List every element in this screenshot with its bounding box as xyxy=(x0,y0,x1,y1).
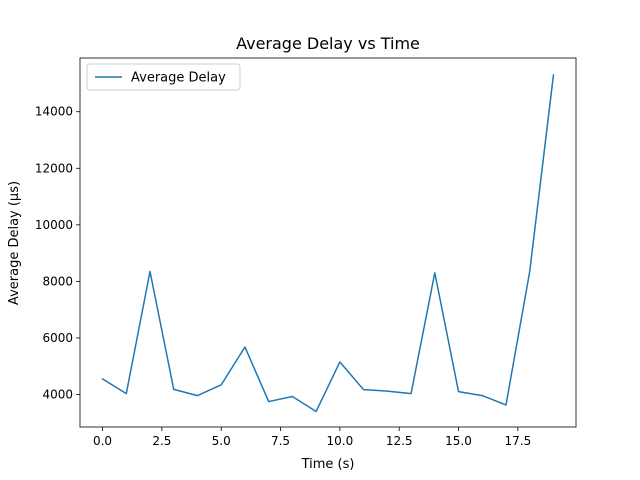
axes-frame xyxy=(79,57,577,428)
x-tick-label: 10.0 xyxy=(327,434,354,448)
x-tick-label: 2.5 xyxy=(152,434,171,448)
y-tick-label: 10000 xyxy=(35,218,73,232)
legend-box xyxy=(86,63,241,91)
y-axis-label: Average Delay (µs) xyxy=(7,181,22,305)
x-tick-label: 12.5 xyxy=(386,434,413,448)
chart-title: Average Delay vs Time xyxy=(236,34,420,53)
y-tick-label: 6000 xyxy=(42,331,73,345)
y-tick-label: 8000 xyxy=(42,274,73,288)
legend: Average Delay xyxy=(86,63,241,91)
x-tick-label: 5.0 xyxy=(212,434,231,448)
series-line-0 xyxy=(101,74,555,413)
y-tick-label: 12000 xyxy=(35,161,73,175)
y-tick-label: 4000 xyxy=(42,387,73,401)
x-tick-label: 7.5 xyxy=(271,434,290,448)
x-tick-label: 17.5 xyxy=(504,434,531,448)
x-axis-label: Time (s) xyxy=(301,457,355,472)
legend-label: Average Delay xyxy=(131,71,226,86)
x-tick-label: 0.0 xyxy=(93,434,112,448)
plot-area: 0.0 2.5 5.0 7.5 10.0 12.5 15.0 17.5 4000 6000 8000… xyxy=(35,57,577,448)
x-tick-label: 15.0 xyxy=(445,434,472,448)
y-tick-label: 14000 xyxy=(35,105,73,119)
